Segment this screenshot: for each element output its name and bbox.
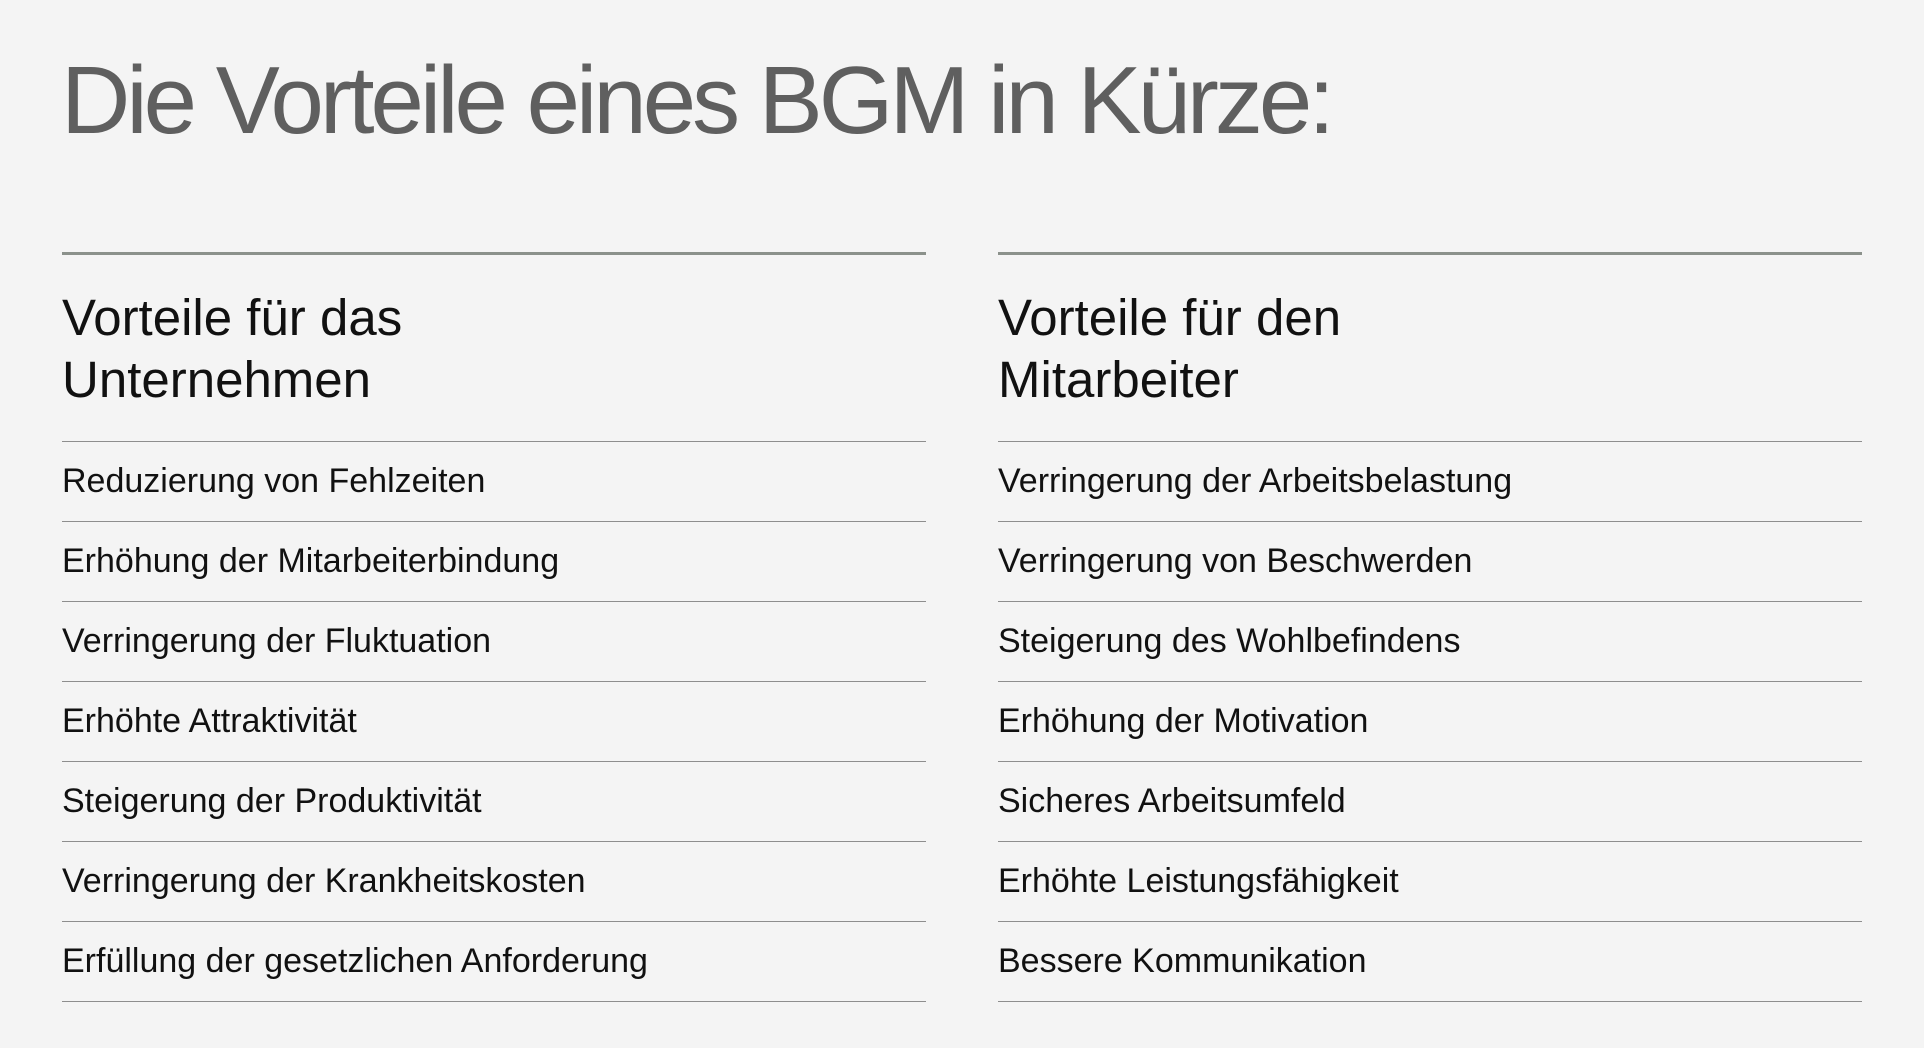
benefit-list-company: Reduzierung von Fehlzeiten Erhöhung der …: [62, 441, 926, 1001]
list-item: Erhöhte Attraktivität: [62, 681, 926, 761]
column-company-benefits: Vorteile für das Unternehmen Reduzierung…: [62, 252, 926, 1002]
column-top-divider: [62, 252, 926, 255]
heading-line: Vorteile für das: [62, 289, 403, 346]
heading-line: Mitarbeiter: [998, 351, 1239, 408]
list-bottom-divider: [62, 1001, 926, 1002]
heading-line: Vorteile für den: [998, 289, 1342, 346]
column-heading-company: Vorteile für das Unternehmen: [62, 255, 926, 441]
list-item: Erhöhung der Motivation: [998, 681, 1862, 761]
heading-line: Unternehmen: [62, 351, 372, 408]
list-item: Verringerung der Arbeitsbelastung: [998, 441, 1862, 521]
list-item: Erhöhung der Mitarbeiterbindung: [62, 521, 926, 601]
list-item: Verringerung von Beschwerden: [998, 521, 1862, 601]
list-item: Steigerung des Wohlbefindens: [998, 601, 1862, 681]
list-bottom-divider: [998, 1001, 1862, 1002]
list-item: Verringerung der Krankheitskosten: [62, 841, 926, 921]
page-title: Die Vorteile eines BGM in Kürze:: [61, 47, 1335, 154]
column-heading-employee: Vorteile für den Mitarbeiter: [998, 255, 1862, 441]
column-top-divider: [998, 252, 1862, 255]
list-item: Erhöhte Leistungsfähigkeit: [998, 841, 1862, 921]
list-item: Reduzierung von Fehlzeiten: [62, 441, 926, 521]
list-item: Bessere Kommunikation: [998, 921, 1862, 1001]
benefit-list-employee: Verringerung der Arbeitsbelastung Verrin…: [998, 441, 1862, 1001]
list-item: Verringerung der Fluktuation: [62, 601, 926, 681]
column-employee-benefits: Vorteile für den Mitarbeiter Verringerun…: [998, 252, 1862, 1002]
list-item: Erfüllung der gesetzlichen Anforderung: [62, 921, 926, 1001]
list-item: Sicheres Arbeitsumfeld: [998, 761, 1862, 841]
list-item: Steigerung der Produktivität: [62, 761, 926, 841]
